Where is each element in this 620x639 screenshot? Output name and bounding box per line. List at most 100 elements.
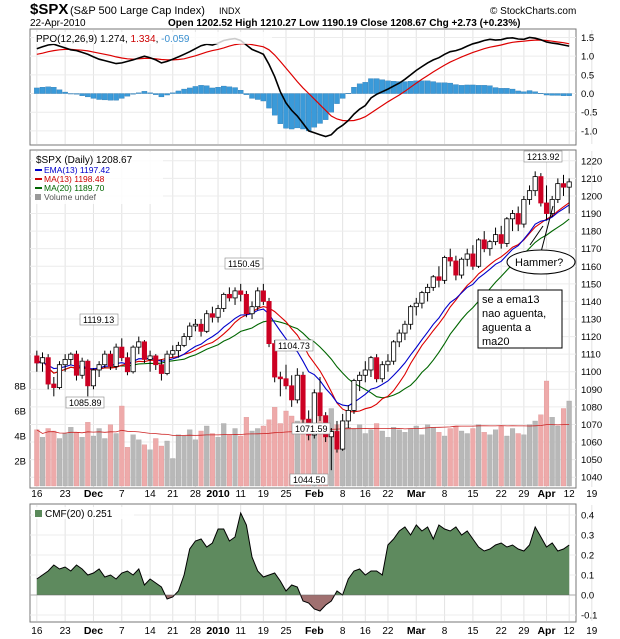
credit: © StockCharts.com: [490, 6, 576, 17]
x-label-cmf-4: 14: [145, 626, 157, 637]
ppo-hist-bar-48: [305, 93, 312, 132]
x-label-cmf-14: 22: [382, 626, 394, 637]
x-label-cmf-16: 8: [442, 626, 448, 637]
index-name: (S&P 500 Large Cap Index): [70, 5, 205, 17]
ppo-hist-bar-60: [373, 78, 380, 94]
candle-15: [119, 338, 125, 362]
volume-bar-94: [566, 400, 572, 487]
candle-34: [226, 287, 232, 302]
volume-bar-2: [45, 428, 51, 487]
ppo-hist-bar-76: [464, 84, 470, 94]
ppo-hist-bar-49: [311, 93, 318, 128]
ohlc: Open 1202.52 High 1210.27 Low 1190.19 Cl…: [168, 18, 520, 29]
candle-76: [464, 248, 470, 267]
note-line-3: aguenta a: [482, 322, 532, 334]
candle-1: [39, 352, 46, 372]
ppo-hist-bar-16: [124, 93, 131, 97]
svg-text:PPO(12,26,9) 1.274, 1.334, -0.: PPO(12,26,9) 1.274, 1.334, -0.059: [36, 34, 190, 45]
x-label-price-20: Apr: [537, 488, 555, 500]
ppo-hist-bar-19: [141, 91, 148, 94]
x-label-price-17: 15: [467, 489, 479, 500]
x-label-cmf-13: 16: [360, 626, 372, 637]
candle-86: [521, 195, 527, 228]
candle-55: [345, 405, 351, 428]
ppo-hist-bar-55: [345, 93, 352, 94]
volume-bar-88: [532, 420, 538, 487]
volume-bar-44: [283, 410, 289, 487]
candle-67: [413, 297, 419, 316]
candle-90: [543, 185, 550, 221]
x-label-cmf-10: 25: [280, 626, 292, 637]
volume-bar-60: [374, 423, 380, 487]
x-label-price-5: 21: [167, 489, 179, 500]
volume-bar-20: [147, 449, 153, 487]
price-tick-6: 1160: [581, 262, 601, 273]
ppo-hist-bar-21: [153, 93, 159, 95]
volume-bar-68: [419, 434, 425, 487]
price-tick-4: 1180: [581, 227, 601, 238]
ppo-hist-bar-70: [430, 81, 436, 94]
ppo-hist-bar-82: [498, 88, 504, 94]
ppo-hist-bar-84: [509, 88, 516, 94]
candle-58: [362, 361, 368, 383]
ppo-hist-bar-71: [436, 82, 442, 94]
candle-57: [357, 371, 363, 392]
ppo-hist-bar-27: [187, 87, 193, 94]
x-label-price-1: 23: [60, 489, 72, 500]
candle-70: [430, 275, 436, 291]
cmf-label: CMF(20): [45, 509, 84, 520]
volume-bar-77: [470, 428, 476, 487]
volume-bar-58: [362, 433, 368, 487]
ppo-hist-bar-52: [328, 93, 335, 113]
candle-36: [238, 283, 244, 302]
volume-bar-70: [430, 427, 436, 487]
candle-64: [396, 329, 402, 348]
ppo-hist-bar-86: [521, 91, 527, 94]
ppo-hist-bar-62: [385, 80, 391, 94]
volume-bar-25: [175, 434, 181, 487]
ppo-hist-value: -0.059: [161, 34, 190, 45]
volume-bar-72: [442, 435, 448, 487]
volume-bar-28: [192, 439, 198, 487]
volume-bar-87: [526, 424, 533, 487]
candle-61: [379, 361, 385, 383]
ppo-tick-5: -1.0: [581, 126, 597, 137]
legend-ma20: MA(20) 1189.70: [44, 183, 105, 193]
volume-bar-84: [510, 428, 516, 487]
note-line-1: se a ema13: [482, 294, 539, 306]
volume-bar-35: [232, 428, 238, 487]
volume-bar-78: [476, 424, 482, 487]
ppo-hist-bar-41: [266, 93, 272, 109]
x-label-price-4: 14: [145, 489, 157, 500]
ppo-label: PPO(12,26,9): [36, 34, 97, 45]
ppo-hist-bar-30: [204, 85, 210, 94]
ppo-hist-bar-58: [362, 82, 368, 94]
candle-88: [532, 171, 538, 196]
candle-27: [187, 322, 193, 341]
volume-bar-5: [62, 433, 68, 487]
candle-6: [68, 352, 74, 365]
ppo-hist-bar-5: [62, 91, 68, 94]
volume-bar-16: [124, 447, 130, 487]
x-label-cmf-18: 22: [496, 626, 508, 637]
x-label-price-12: 8: [340, 489, 346, 500]
candle-3: [51, 377, 57, 397]
ppo-hist-bar-22: [158, 93, 165, 98]
volume-bar-93: [560, 408, 567, 487]
ppo-hist-bar-33: [221, 85, 227, 94]
ppo-hist-bar-11: [96, 93, 102, 100]
candle-87: [526, 185, 533, 205]
ppo-hist-bar-17: [130, 93, 136, 95]
candle-18: [136, 336, 142, 355]
ppo-hist-bar-46: [294, 93, 301, 129]
ppo-hist-bar-78: [475, 85, 482, 94]
price-tick-17: 1050: [581, 455, 602, 466]
volume-bar-32: [215, 437, 221, 487]
price-tick-9: 1130: [581, 315, 601, 326]
ppo-hist-bar-75: [458, 85, 465, 94]
x-label-cmf-21: 12: [564, 626, 576, 637]
volume-bar-26: [181, 435, 187, 487]
volume-bar-82: [498, 425, 504, 487]
ppo-hist-bar-90: [543, 93, 550, 96]
